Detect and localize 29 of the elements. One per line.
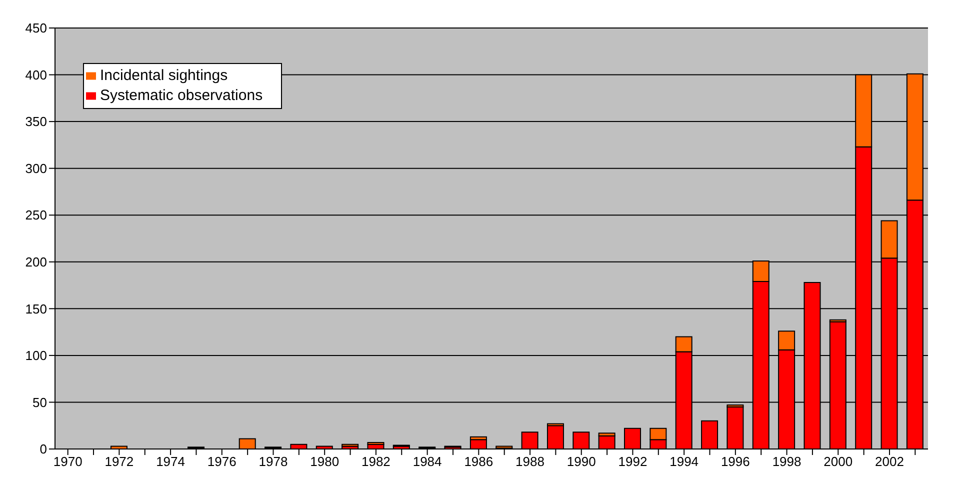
x-tick-label: 1988 [516, 454, 544, 470]
y-tick-label: 400 [25, 67, 47, 82]
legend-label: Systematic observations [100, 87, 263, 104]
y-tick-label: 0 [40, 442, 47, 457]
x-tick-label: 2002 [875, 454, 904, 470]
x-tick-label: 1992 [618, 454, 648, 470]
y-tick-label: 200 [25, 254, 47, 270]
x-tick-label: 1970 [53, 454, 82, 470]
x-tick-label: 1978 [258, 454, 288, 470]
x-tick-label: 1986 [464, 454, 494, 470]
x-tick-label: 1980 [310, 454, 340, 470]
x-tick-label: 1984 [412, 454, 442, 470]
y-tick-label: 50 [32, 394, 47, 410]
y-tick-label: 250 [25, 208, 47, 223]
legend-label: Incidental sightings [100, 67, 228, 84]
y-tick-label: 100 [25, 348, 47, 364]
x-tick-label: 1994 [670, 454, 699, 470]
y-tick-label: 300 [25, 160, 47, 176]
x-tick-label: 1972 [104, 454, 134, 470]
y-tick-label: 450 [25, 20, 47, 36]
x-tick-label: 1998 [772, 454, 802, 470]
y-tick-label: 150 [25, 301, 47, 316]
x-tick-label: 1996 [720, 454, 750, 470]
x-tick-label: 1976 [207, 454, 236, 470]
x-tick-label: 1974 [156, 454, 186, 470]
x-tick-label: 2000 [824, 454, 853, 470]
x-tick-label: 1982 [361, 454, 390, 470]
y-tick-label: 350 [25, 114, 47, 130]
x-tick-label: 1990 [566, 454, 596, 470]
